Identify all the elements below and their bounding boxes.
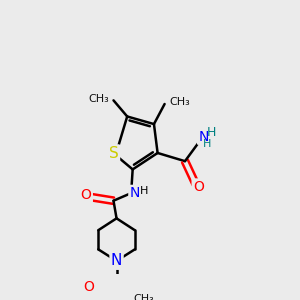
- Text: O: O: [81, 188, 92, 202]
- Text: H: H: [207, 126, 216, 140]
- Text: O: O: [193, 180, 204, 194]
- Text: CH₃: CH₃: [169, 97, 190, 107]
- Text: O: O: [84, 280, 94, 294]
- Text: N: N: [111, 254, 122, 268]
- Text: N: N: [198, 130, 209, 143]
- Text: N: N: [130, 186, 140, 200]
- Text: CH₃: CH₃: [133, 294, 154, 300]
- Text: S: S: [109, 146, 119, 161]
- Text: H: H: [140, 186, 148, 196]
- Text: H: H: [203, 139, 212, 149]
- Text: CH₃: CH₃: [88, 94, 109, 103]
